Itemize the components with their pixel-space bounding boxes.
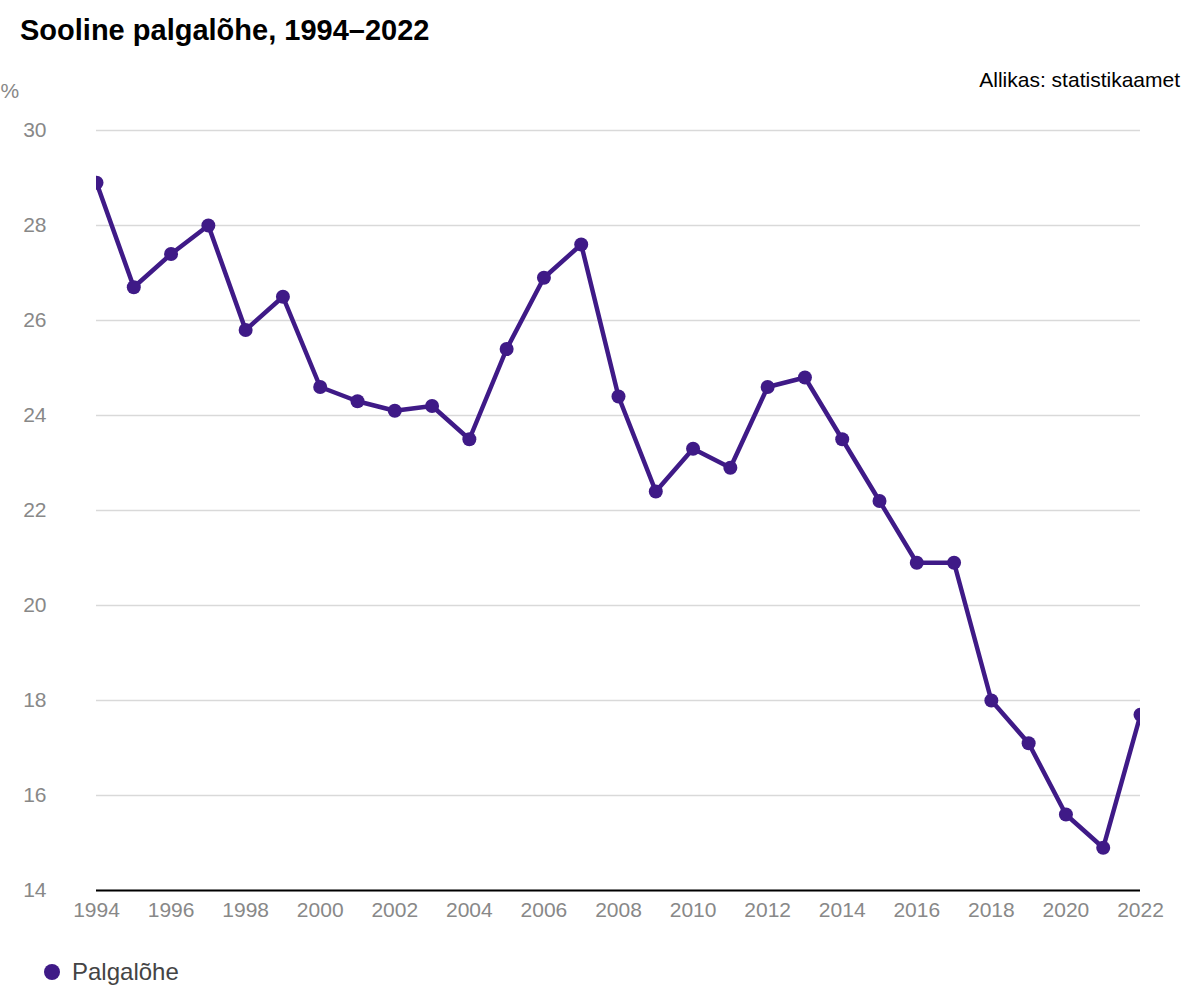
- svg-text:26: 26: [23, 308, 46, 331]
- svg-text:14: 14: [23, 878, 47, 901]
- svg-text:1998: 1998: [222, 898, 269, 921]
- svg-text:22: 22: [23, 498, 46, 521]
- svg-text:2000: 2000: [297, 898, 344, 921]
- svg-text:1996: 1996: [148, 898, 195, 921]
- svg-text:%: %: [1, 80, 20, 102]
- html-text:Sooline palgalõhe, 1994–2022: Sooline palgalõhe, 1994–2022: [20, 14, 430, 46]
- html-text:Palgalõhe: Palgalõhe: [72, 958, 179, 985]
- svg-text:2014: 2014: [819, 898, 866, 921]
- svg-text:2012: 2012: [744, 898, 791, 921]
- svg-text:2002: 2002: [371, 898, 418, 921]
- html-text:Allikas: statistikaamet: Allikas: statistikaamet: [979, 68, 1180, 91]
- svg-text:2018: 2018: [968, 898, 1015, 921]
- svg-text:30: 30: [23, 118, 46, 141]
- svg-text:1994: 1994: [73, 898, 120, 921]
- svg-text:2022: 2022: [1117, 898, 1164, 921]
- svg-text:2004: 2004: [446, 898, 493, 921]
- svg-text:24: 24: [23, 403, 47, 426]
- svg-text:2016: 2016: [893, 898, 940, 921]
- svg-text:28: 28: [23, 213, 46, 236]
- svg-text:2020: 2020: [1043, 898, 1090, 921]
- svg-text:2006: 2006: [521, 898, 568, 921]
- svg-text:20: 20: [23, 593, 46, 616]
- svg-text:2010: 2010: [670, 898, 717, 921]
- svg-text:18: 18: [23, 688, 46, 711]
- svg-text:16: 16: [23, 783, 46, 806]
- svg-text:2008: 2008: [595, 898, 642, 921]
